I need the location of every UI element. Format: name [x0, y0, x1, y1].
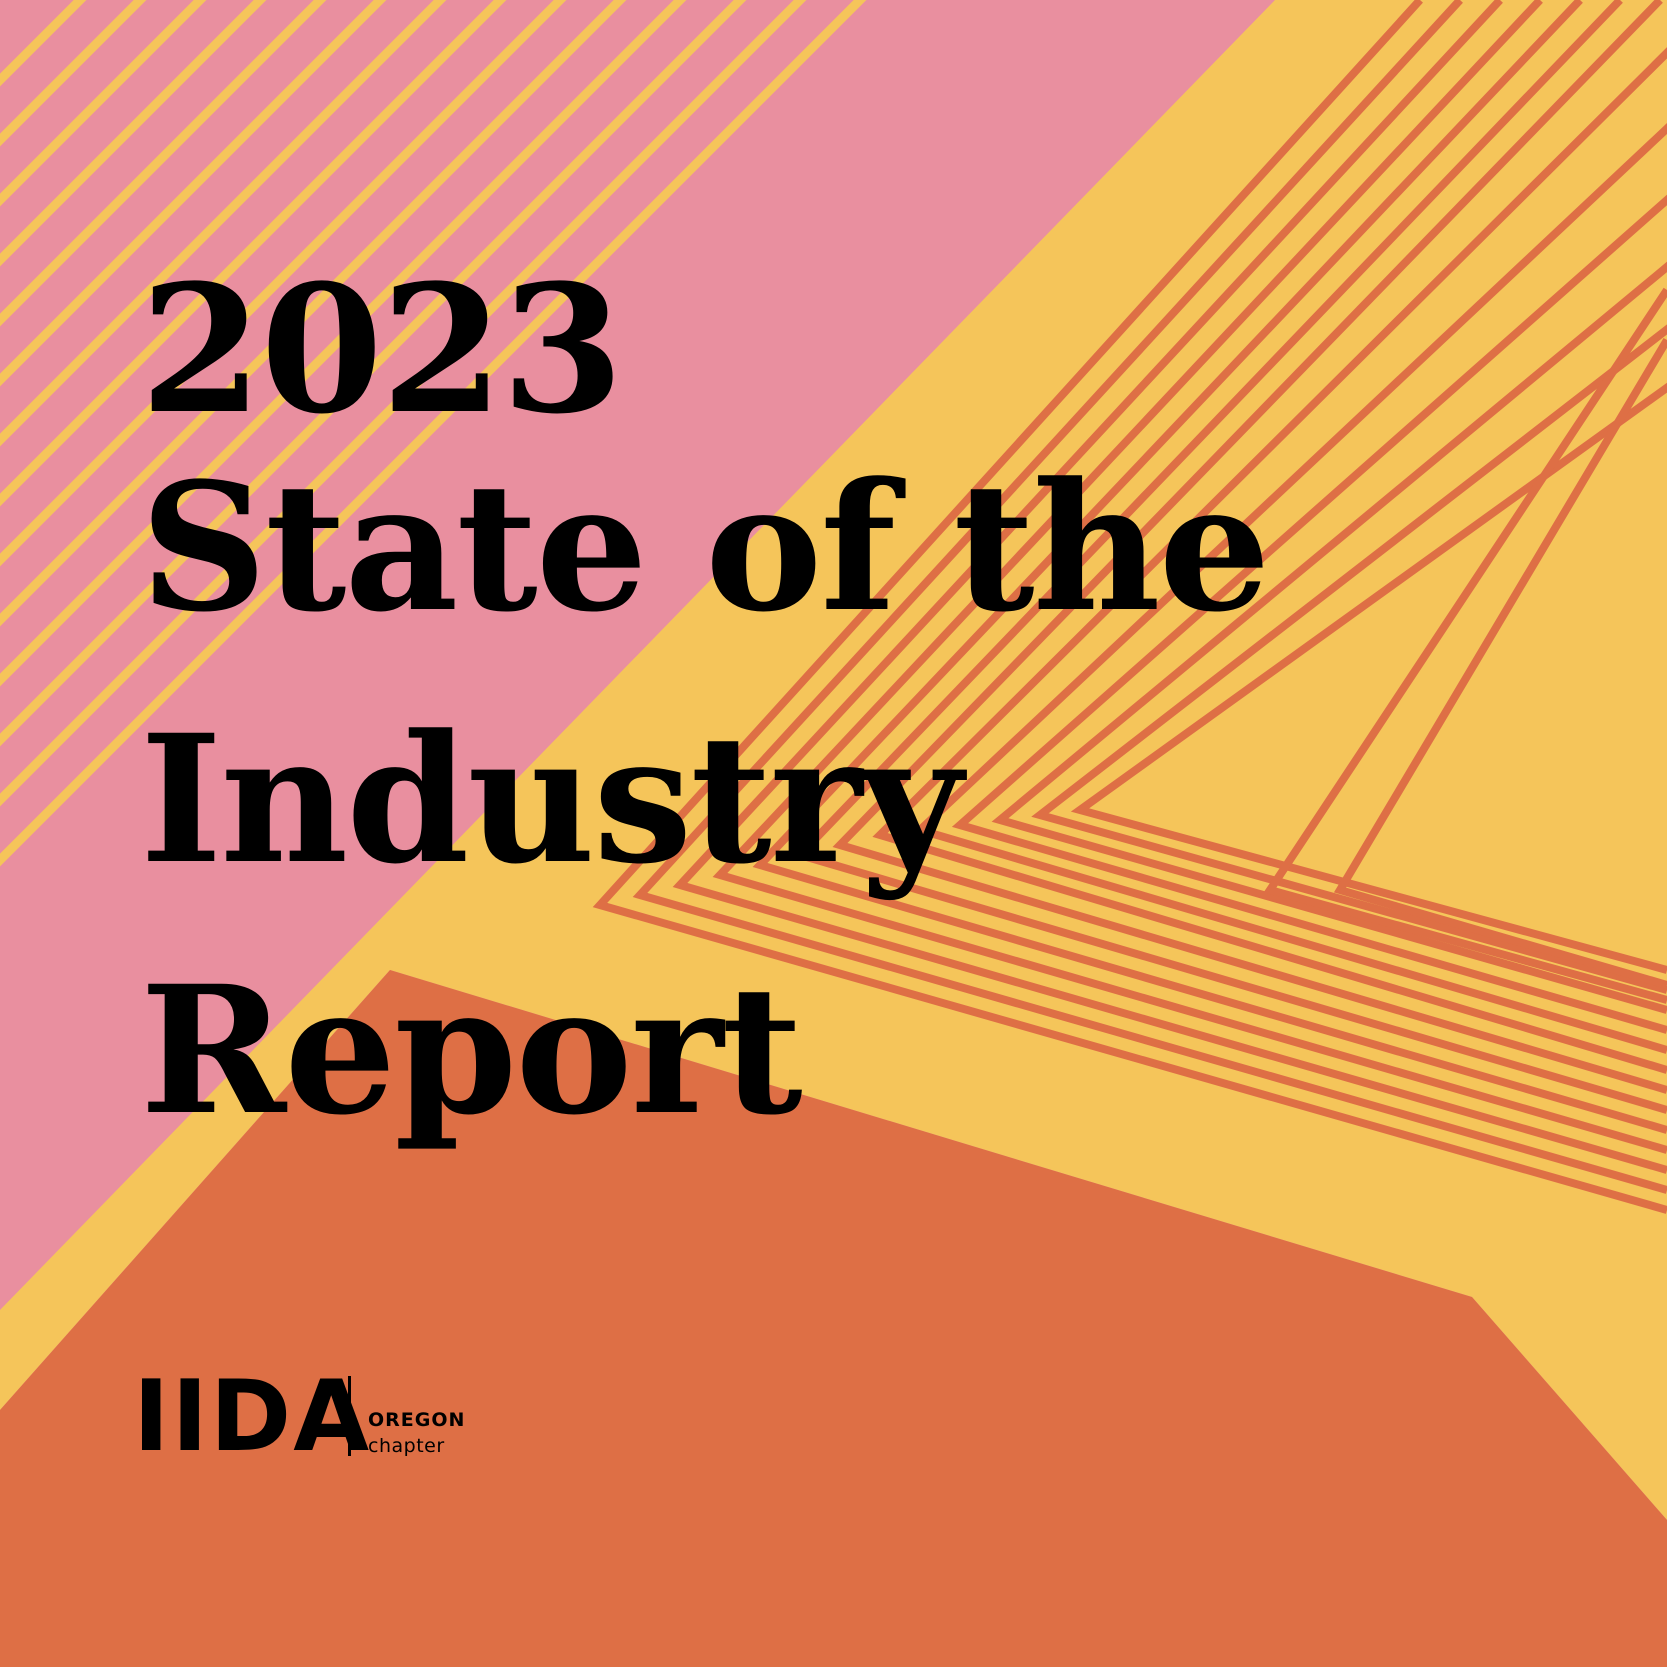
orange-chevron-stripes: [592, 0, 1667, 1214]
title-line-report: Report: [140, 947, 803, 1154]
logo-region: OREGON: [368, 1409, 466, 1431]
title-line-state-of-the: State of the: [140, 444, 1271, 651]
title-year: 2023: [140, 246, 624, 453]
yellow-stripes: [0, 0, 867, 867]
orange-field: [0, 970, 1667, 1667]
logo-wordmark: IIDA: [133, 1360, 372, 1474]
logo-subtitle: chapter: [368, 1435, 445, 1457]
logo-divider: [348, 1376, 351, 1456]
title-line-industry: Industry: [140, 696, 963, 903]
